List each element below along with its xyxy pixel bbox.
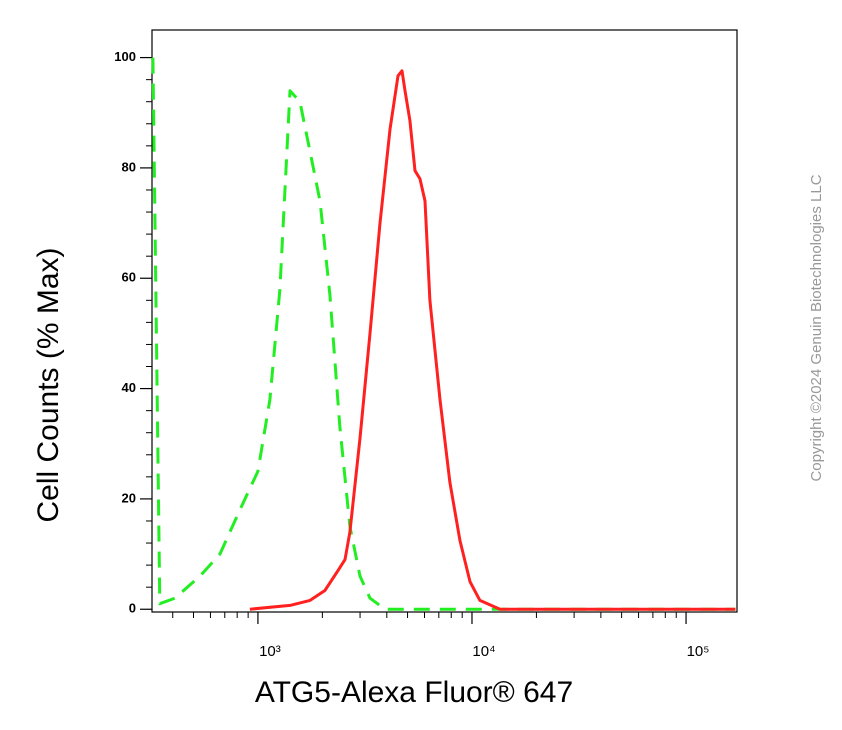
- plot-frame: [151, 29, 738, 613]
- y-tick-label: 20: [122, 490, 136, 505]
- y-tick-label: 80: [122, 159, 136, 174]
- series-line: [151, 57, 736, 611]
- y-tick-label: 40: [122, 380, 136, 395]
- y-axis-label: Cell Counts (% Max): [32, 247, 65, 522]
- watermark: Copyright ©2024 Genuin Biotechnologies L…: [808, 174, 825, 481]
- y-tick-label: 0: [129, 601, 136, 616]
- x-tick-label: 10⁵: [687, 643, 710, 660]
- x-tick-label: 10⁴: [472, 643, 495, 660]
- x-tick-label: 10³: [259, 643, 281, 660]
- x-axis-label: ATG5-Alexa Fluor® 647: [255, 676, 573, 709]
- y-tick-label: 100: [114, 49, 136, 64]
- y-tick-label: 60: [122, 270, 136, 285]
- series-line: [249, 69, 736, 611]
